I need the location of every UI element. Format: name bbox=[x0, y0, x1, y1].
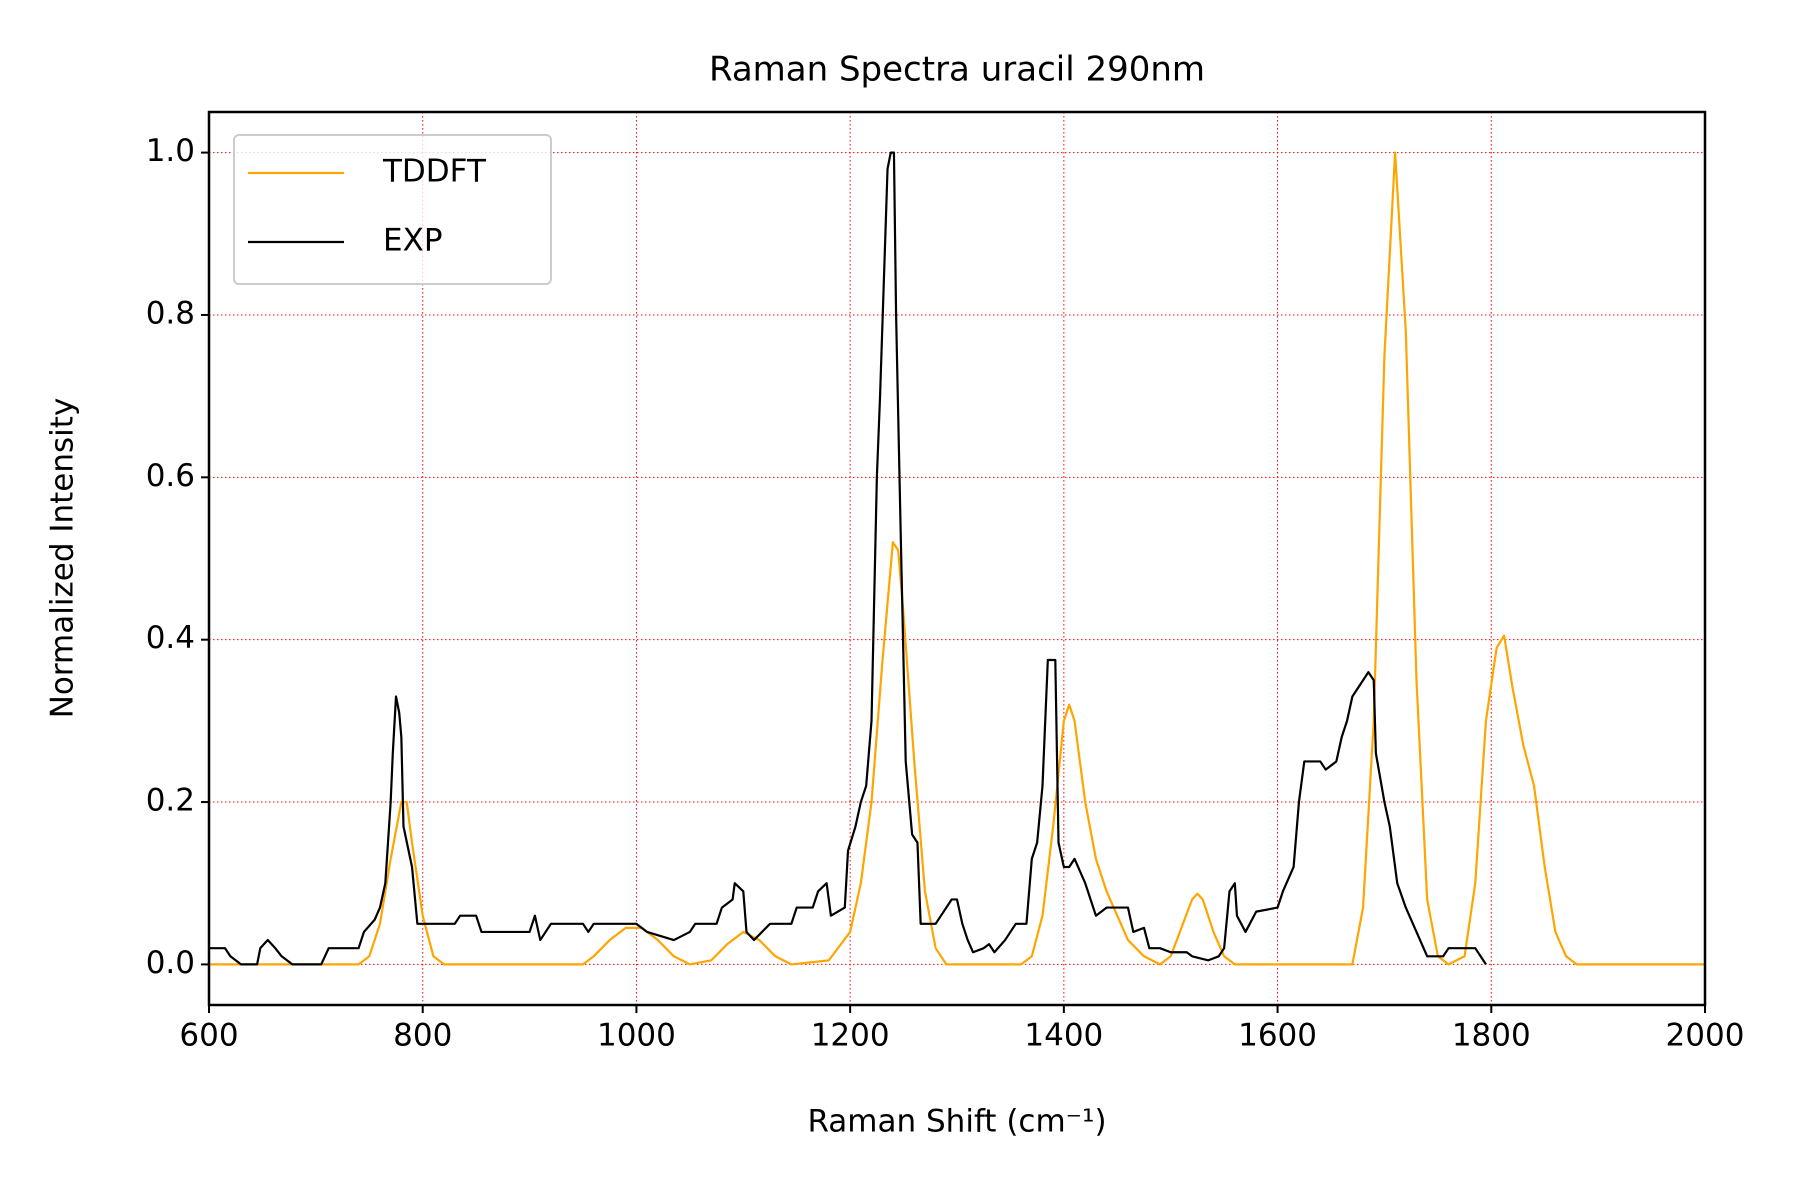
legend-label: EXP bbox=[383, 223, 443, 259]
legend: TDDFT EXP bbox=[233, 134, 552, 285]
ticks: 600 800 1000 1200 1400 1600 1800 2000 0.0 0.2 0.4 0… bbox=[146, 133, 1745, 1053]
y-axis-label: Normalized Intensity bbox=[45, 398, 81, 719]
legend-label: TDDFT bbox=[382, 154, 487, 190]
x-tick-label: 1800 bbox=[1452, 1018, 1531, 1054]
y-tick-label: 0.6 bbox=[146, 458, 195, 494]
plot-area bbox=[209, 151, 1705, 966]
x-tick-label: 1400 bbox=[1024, 1018, 1103, 1054]
y-tick-label: 0.4 bbox=[146, 620, 195, 656]
line-series bbox=[209, 151, 1487, 966]
x-tick-label: 2000 bbox=[1666, 1018, 1745, 1054]
y-tick-label: 0.0 bbox=[146, 945, 195, 981]
x-tick-label: 1600 bbox=[1238, 1018, 1317, 1054]
line-series bbox=[209, 151, 1705, 966]
y-tick-label: 0.2 bbox=[146, 783, 195, 819]
x-tick-label: 1200 bbox=[811, 1018, 890, 1054]
x-tick-label: 800 bbox=[393, 1018, 452, 1054]
axes-frame bbox=[207, 110, 1707, 1007]
x-tick-label: 1000 bbox=[597, 1018, 676, 1054]
x-tick-label: 600 bbox=[179, 1018, 238, 1054]
y-tick-label: 0.8 bbox=[146, 295, 195, 331]
x-axis-label: Raman Shift (cm⁻¹) bbox=[807, 1104, 1106, 1140]
chart-title: Raman Spectra uracil 290nm bbox=[709, 50, 1205, 90]
y-tick-label: 1.0 bbox=[146, 133, 195, 169]
